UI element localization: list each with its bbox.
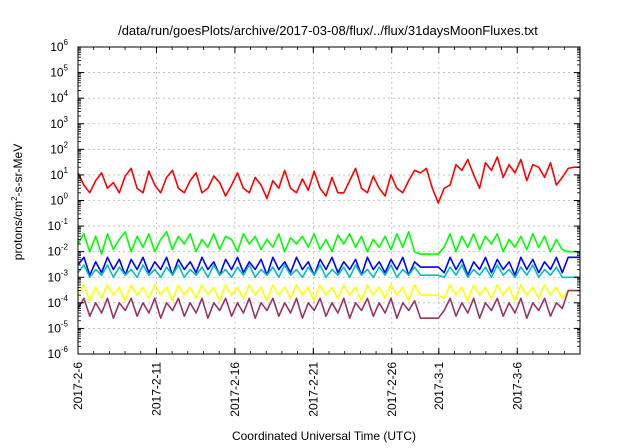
y-tick-label: 105 — [50, 64, 68, 80]
x-tick-label: 2017-3-1 — [432, 362, 446, 410]
y-tick-label: 101 — [50, 166, 68, 182]
series-line-0 — [77, 156, 580, 204]
x-axis-label: Coordinated Universal Time (UTC) — [232, 429, 416, 443]
x-tick-labels: 2017-2-6 2017-2-11 2017-2-16 2017-2-21 2017-… — [71, 362, 524, 417]
x-tick-label: 2017-3-6 — [510, 362, 524, 410]
x-tick-label: 2017-2-11 — [149, 362, 163, 416]
y-tick-label: 10-4 — [48, 294, 69, 310]
series-line-2 — [77, 256, 580, 277]
x-tick-label: 2017-2-26 — [385, 362, 399, 417]
series-line-1 — [77, 231, 580, 255]
x-tick-label: 2017-2-6 — [71, 362, 85, 410]
y-tick-label: 10-5 — [48, 319, 69, 335]
y-tick-label: 102 — [50, 140, 68, 156]
series-line-4 — [77, 284, 580, 302]
y-tick-label: 100 — [50, 192, 68, 208]
chart-title: /data/run/goesPlots/archive/2017-03-08/f… — [118, 23, 538, 38]
y-tick-label: 10-3 — [48, 268, 69, 284]
data-series — [77, 156, 580, 320]
y-tick-label: 10-2 — [48, 243, 69, 259]
y-axis-label: protons/cm2-s-sr-MeV — [10, 144, 25, 260]
y-tick-label: 103 — [50, 115, 68, 131]
y-tick-label: 104 — [50, 89, 68, 105]
y-tick-label: 106 — [50, 38, 68, 54]
grid-lines — [78, 47, 580, 354]
y-tick-label: 10-1 — [48, 217, 69, 233]
series-line-3 — [77, 264, 580, 279]
y-tick-label: 10-6 — [48, 345, 69, 361]
series-line-5 — [77, 289, 580, 320]
axis-ticks — [77, 46, 581, 355]
x-tick-label: 2017-2-21 — [306, 362, 320, 417]
x-tick-label: 2017-2-16 — [228, 362, 242, 417]
y-tick-labels: 10-6 10-5 10-4 10-3 10-2 10-1 100 101 102 103 104 1… — [48, 38, 69, 361]
